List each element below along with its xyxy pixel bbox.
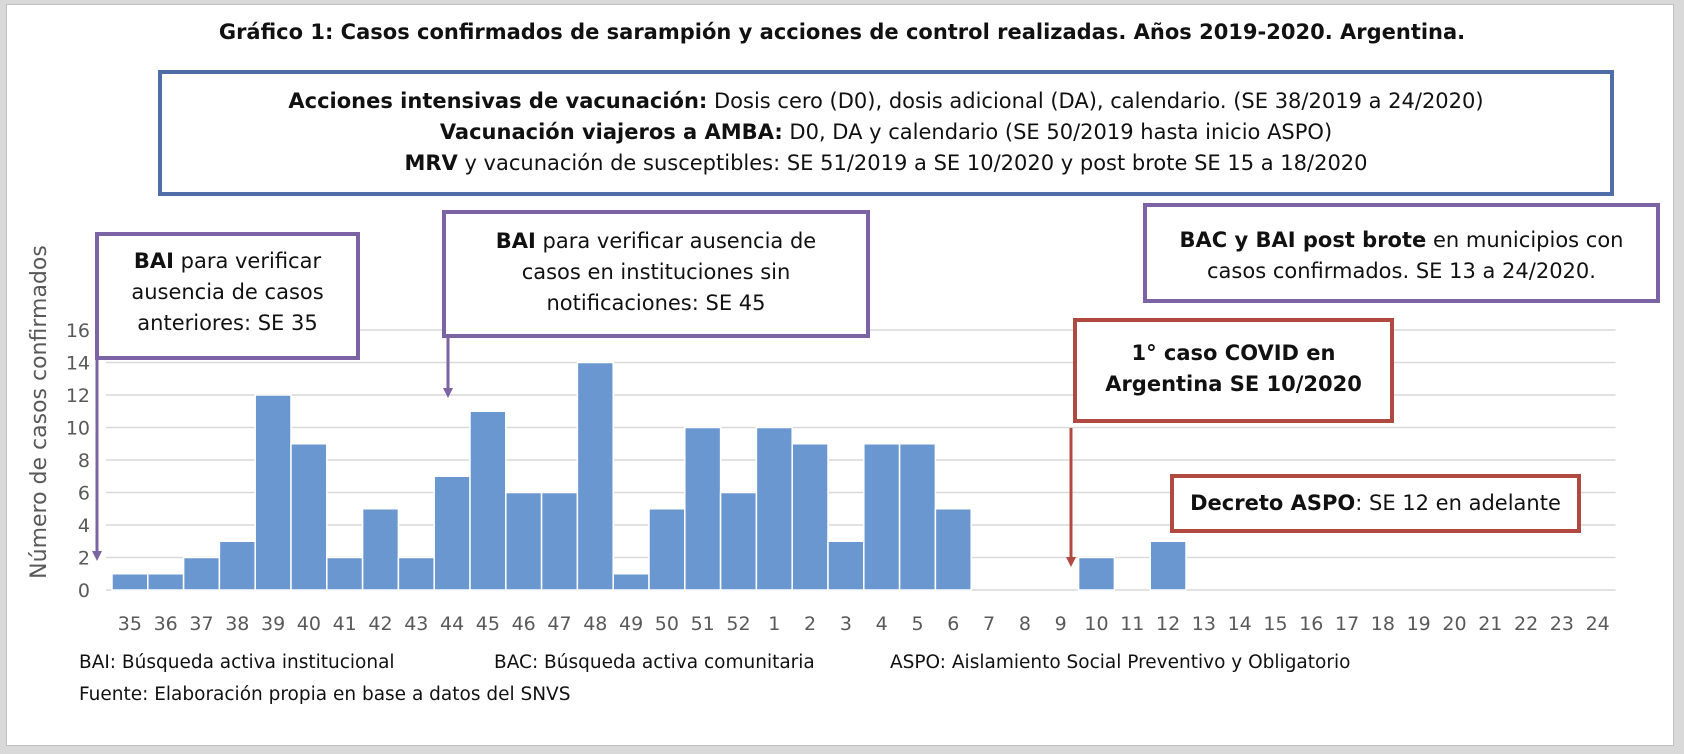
y-tick-label: 6 (78, 483, 90, 505)
footer-source: Fuente: Elaboración propia en base a dat… (79, 684, 571, 705)
x-tick-label: 14 (1228, 613, 1252, 635)
footer-aspo-definition: ASPO: Aislamiento Social Preventivo y Ob… (890, 652, 1351, 673)
x-tick-label: 50 (655, 613, 679, 635)
x-tick-label: 20 (1442, 613, 1466, 635)
y-tick-label: 2 (78, 548, 90, 570)
vaccination-line-2: Vacunación viajeros a AMBA: D0, DA y cal… (439, 120, 1333, 144)
bai-se45-annotation: BAI para verificar ausencia de casos en … (442, 210, 870, 338)
x-tick-label: 41 (333, 613, 357, 635)
bar (827, 540, 865, 591)
aspo-decree-annotation: Decreto ASPO: SE 12 en adelante (1170, 474, 1581, 533)
bar (898, 443, 937, 591)
x-tick-label: 6 (947, 613, 959, 635)
y-tick-label: 12 (66, 385, 90, 407)
bar (863, 443, 901, 591)
bar (433, 475, 471, 591)
x-tick-label: 5 (911, 613, 923, 635)
bar (469, 410, 507, 591)
bar (361, 508, 400, 591)
x-tick-label: 9 (1055, 613, 1067, 635)
x-tick-label: 19 (1407, 613, 1431, 635)
x-tick-label: 21 (1478, 613, 1502, 635)
y-axis-label: Número de casos confirmados (27, 245, 52, 579)
x-tick-label: 18 (1371, 613, 1395, 635)
vaccination-actions-box: Acciones intensivas de vacunación: Dosis… (158, 70, 1614, 196)
vaccination-line-1: Acciones intensivas de vacunación: Dosis… (288, 89, 1484, 113)
x-tick-label: 15 (1263, 613, 1287, 635)
bar (290, 443, 328, 591)
x-tick-label: 42 (368, 613, 392, 635)
x-tick-label: 3 (840, 613, 852, 635)
x-tick-label: 16 (1299, 613, 1323, 635)
y-tick-label: 14 (66, 353, 90, 375)
chart-title: Gráfico 1: Casos confirmados de sarampió… (218, 20, 1466, 44)
y-tick-label: 0 (78, 580, 90, 602)
x-tick-label: 10 (1084, 613, 1108, 635)
x-tick-label: 40 (297, 613, 321, 635)
x-tick-label: 38 (225, 613, 249, 635)
x-tick-label: 4 (876, 613, 888, 635)
x-tick-label: 43 (404, 613, 428, 635)
footer-bac-definition: BAC: Búsqueda activa comunitaria (494, 652, 815, 673)
bar (326, 556, 364, 591)
bar (147, 573, 185, 591)
x-tick-label: 7 (983, 613, 995, 635)
x-tick-label: 51 (691, 613, 715, 635)
bar (540, 491, 579, 591)
y-tick-label: 10 (66, 418, 90, 440)
x-tick-label: 24 (1586, 613, 1610, 635)
footer-bai-definition: BAI: Búsqueda activa institucional (79, 652, 395, 673)
x-tick-label: 44 (440, 613, 464, 635)
bar (1149, 540, 1187, 591)
y-tick-label: 4 (78, 515, 90, 537)
x-tick-label: 12 (1156, 613, 1180, 635)
x-tick-label: 46 (512, 613, 536, 635)
bar (684, 426, 722, 591)
x-tick-label: 11 (1120, 613, 1144, 635)
bar (648, 508, 686, 591)
x-tick-label: 48 (583, 613, 607, 635)
bai-se35-annotation: BAI para verificar ausencia de casos ant… (95, 232, 360, 360)
bars (111, 361, 1187, 591)
x-tick-label: 13 (1192, 613, 1216, 635)
x-tick-label: 23 (1550, 613, 1574, 635)
bar (182, 556, 221, 591)
x-tick-label: 45 (476, 613, 500, 635)
bar (719, 491, 758, 591)
x-tick-label: 22 (1514, 613, 1538, 635)
bar (791, 443, 829, 591)
x-tick-label: 39 (261, 613, 285, 635)
bar (397, 556, 435, 591)
bar (934, 508, 972, 591)
y-tick-label: 16 (66, 320, 90, 342)
bar (755, 426, 793, 591)
x-tick-label: 47 (547, 613, 571, 635)
bar (218, 540, 256, 591)
x-tick-label: 49 (619, 613, 643, 635)
x-tick-label: 52 (726, 613, 750, 635)
x-tick-label: 8 (1019, 613, 1031, 635)
bar (612, 573, 650, 591)
bar (254, 394, 292, 591)
covid-first-case-annotation: 1° caso COVID en Argentina SE 10/2020 (1073, 318, 1394, 423)
x-tick-label: 37 (189, 613, 213, 635)
x-tick-label: 17 (1335, 613, 1359, 635)
x-tick-label: 36 (154, 613, 178, 635)
y-tick-labels: 0 2 4 6 8 10 12 14 16 (66, 320, 90, 602)
vaccination-line-3: MRV y vacunación de susceptibles: SE 51/… (404, 151, 1368, 175)
bar (1077, 556, 1116, 591)
x-tick-label: 2 (804, 613, 816, 635)
bar (505, 491, 543, 591)
x-tick-labels: 35 36 37 38 39 40 41 42 43 44 45 46 47 48 49 50 51 52 1 2 3 4… (118, 613, 1610, 635)
x-tick-label: 1 (768, 613, 780, 635)
bar (111, 573, 149, 591)
bar (576, 361, 614, 591)
y-tick-label: 8 (78, 450, 90, 472)
bac-bai-post-brote-annotation: BAC y BAI post brote en municipios con c… (1143, 203, 1660, 303)
x-tick-label: 35 (118, 613, 142, 635)
